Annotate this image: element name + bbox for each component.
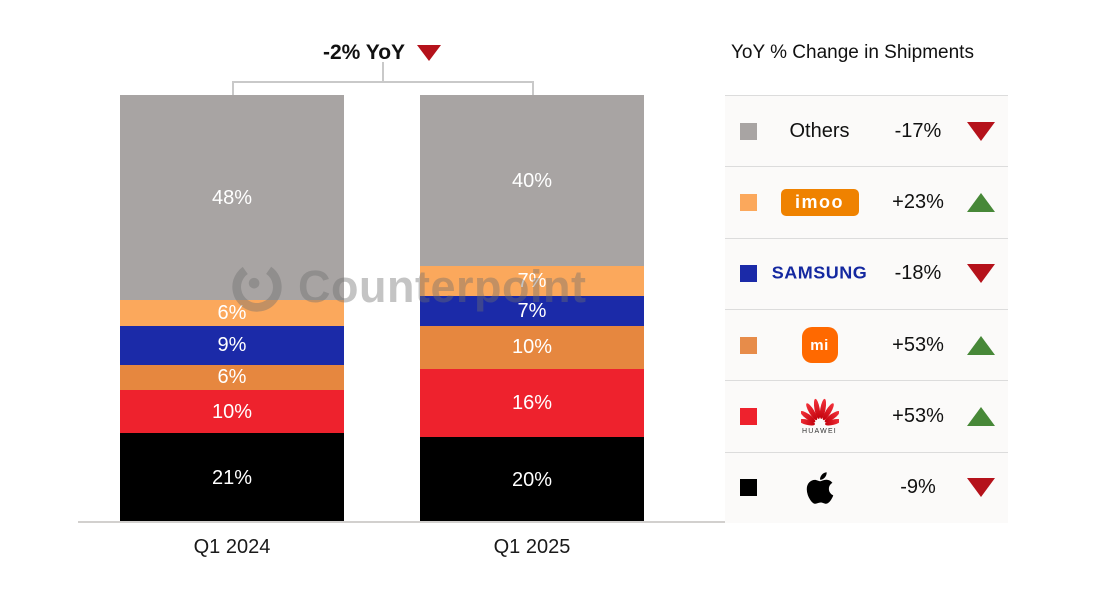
bar-segment-samsung: 7% xyxy=(420,296,644,327)
yoy-total-annotation: -2% YoY xyxy=(262,40,502,66)
yoy-total-label: -2% YoY xyxy=(322,41,406,64)
stacked-bar-q1-2025: 40% 7% 7% 10% 16% 20% xyxy=(420,95,644,523)
imoo-swatch xyxy=(740,193,757,211)
xiaomi-change-triangle-wrap xyxy=(954,335,1008,355)
legend-row-xiaomi: mi +53% xyxy=(725,308,1008,380)
change-triangle-icon xyxy=(967,335,995,355)
change-triangle-icon xyxy=(967,121,995,141)
others-change-triangle-wrap xyxy=(954,121,1008,141)
bar-segment-value: 10% xyxy=(511,336,553,359)
huawei-logo-wrap: HUAWEI xyxy=(757,397,882,435)
huawei-flower-icon xyxy=(800,399,839,426)
x-axis-line xyxy=(78,521,1008,523)
bar-segment-value: 7% xyxy=(517,300,547,323)
x-label-q1-2025: Q1 2025 xyxy=(493,536,571,558)
samsung-logo-wrap: SAMSUNG xyxy=(757,263,882,284)
samsung-logo: SAMSUNG xyxy=(771,263,868,283)
bracket-center-tick xyxy=(382,62,384,81)
samsung-change-triangle-wrap xyxy=(954,264,1008,284)
bar-segment-value: 40% xyxy=(511,169,553,192)
bar-segment-value: 21% xyxy=(211,467,253,490)
change-triangle-icon xyxy=(967,478,995,498)
huawei-change-triangle-wrap xyxy=(954,406,1008,426)
apple-change-triangle-wrap xyxy=(954,478,1008,498)
bar-segment-imoo: 7% xyxy=(420,266,644,297)
legend-row-apple: -9% xyxy=(725,451,1008,523)
legend: Others -17% imoo +23% SAMSUNG xyxy=(725,95,1008,523)
xiaomi-swatch xyxy=(740,336,757,354)
imoo-logo-wrap: imoo xyxy=(757,188,882,216)
bar-segment-xiaomi: 10% xyxy=(420,326,644,369)
legend-title: YoY % Change in Shipments xyxy=(731,42,974,63)
yoy-down-triangle-icon xyxy=(417,45,442,61)
bar-segment-value: 9% xyxy=(217,334,247,357)
xiaomi-logo-wrap: mi xyxy=(757,327,882,364)
bar-segment-samsung: 9% xyxy=(120,326,344,365)
bar-segment-value: 7% xyxy=(517,270,547,293)
bar-segment-imoo: 6% xyxy=(120,300,344,327)
bar-segment-value: 20% xyxy=(511,469,553,492)
bar-segment-value: 6% xyxy=(217,366,247,389)
bar-segment-value: 16% xyxy=(511,392,553,415)
huawei-swatch xyxy=(740,407,757,425)
bar-segment-huawei: 10% xyxy=(120,390,344,434)
bar-segment-value: 48% xyxy=(211,186,253,209)
imoo-change-value: +23% xyxy=(892,190,944,213)
xiaomi-change-value: +53% xyxy=(892,333,944,356)
bar-segment-xiaomi: 6% xyxy=(120,364,344,391)
apple-logo-wrap xyxy=(757,470,882,506)
bracket-horizontal-line xyxy=(232,81,533,83)
xiaomi-mi-logo: mi xyxy=(801,327,838,364)
bar-segment-huawei: 16% xyxy=(420,368,644,438)
imoo-change-triangle-wrap xyxy=(954,192,1008,212)
legend-row-huawei: HUAWEI +53% xyxy=(725,380,1008,451)
bar-segment-others: 40% xyxy=(420,95,644,267)
bar-segment-value: 10% xyxy=(211,400,253,423)
bar-segment-others: 48% xyxy=(120,95,344,301)
apple-swatch xyxy=(740,479,757,497)
imoo-logo: imoo xyxy=(780,188,859,216)
bracket-right-tick xyxy=(532,81,534,95)
samsung-change-value: -18% xyxy=(894,262,942,285)
samsung-swatch xyxy=(740,265,757,283)
bracket-left-tick xyxy=(232,81,234,95)
change-triangle-icon xyxy=(967,406,995,426)
others-label: Others xyxy=(789,119,850,142)
change-triangle-icon xyxy=(967,192,995,212)
apple-logo-icon xyxy=(806,472,833,504)
others-label-wrap: Others xyxy=(757,120,882,143)
legend-row-samsung: SAMSUNG -18% xyxy=(725,237,1008,309)
imoo-logo-text: imoo xyxy=(795,191,844,212)
huawei-change-value: +53% xyxy=(892,404,944,427)
legend-row-others: Others -17% xyxy=(725,95,1008,166)
bar-segment-apple: 20% xyxy=(420,437,644,523)
legend-row-imoo: imoo +23% xyxy=(725,166,1008,237)
apple-change-value: -9% xyxy=(900,476,936,499)
x-label-q1-2024: Q1 2024 xyxy=(193,536,271,558)
huawei-logo-text: HUAWEI xyxy=(802,428,837,436)
stacked-bar-q1-2024: 48% 6% 9% 6% 10% 21% xyxy=(120,95,344,523)
others-swatch xyxy=(740,122,757,140)
xiaomi-logo-text: mi xyxy=(810,336,829,354)
bar-segment-apple: 21% xyxy=(120,433,344,523)
change-triangle-icon xyxy=(967,264,995,284)
others-change-value: -17% xyxy=(894,119,942,142)
bar-segment-value: 6% xyxy=(217,302,247,325)
